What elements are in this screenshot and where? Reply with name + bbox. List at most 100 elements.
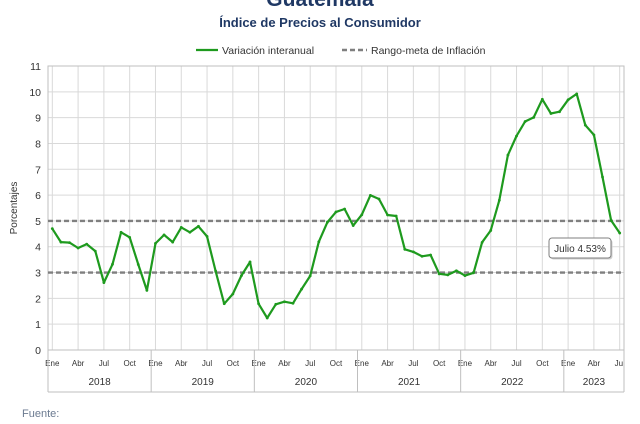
data-point — [171, 240, 175, 244]
data-point — [446, 273, 450, 277]
data-point — [102, 281, 106, 285]
data-point — [50, 227, 54, 231]
y-tick-label: 2 — [35, 293, 41, 305]
y-tick-label: 1 — [35, 319, 41, 331]
x-month-tick-label: Ene — [252, 359, 267, 368]
data-point — [583, 123, 587, 127]
data-point — [154, 241, 157, 245]
data-point — [283, 300, 286, 304]
y-tick-label: 3 — [35, 268, 41, 280]
plot-frame — [47, 65, 625, 351]
x-month-tick-label: Abr — [72, 359, 85, 368]
data-point — [411, 250, 415, 254]
x-month-tick-label: Abr — [588, 359, 601, 368]
data-point — [549, 112, 553, 115]
data-point — [592, 133, 596, 137]
data-point — [497, 198, 501, 202]
data-point — [437, 272, 441, 276]
data-point — [523, 120, 527, 123]
data-point — [76, 246, 80, 250]
data-point — [265, 316, 269, 320]
x-month-tick-label: Jul — [615, 359, 625, 368]
data-point — [515, 134, 518, 138]
data-point — [291, 301, 295, 305]
data-point — [429, 253, 432, 257]
legend[interactable]: Variación interanual Rango-meta de Inflac… — [196, 45, 486, 57]
x-month-tick-label: Oct — [433, 359, 446, 368]
x-month-tick-label: Oct — [123, 359, 136, 368]
annotation: Julio 4.53% — [548, 237, 613, 260]
annotation-box — [548, 237, 612, 259]
x-year-label: 2022 — [501, 377, 524, 388]
data-point — [480, 240, 484, 244]
data-point — [472, 271, 475, 275]
x-year-label: 2023 — [583, 377, 606, 388]
y-tick-label: 9 — [35, 113, 41, 125]
data-point — [420, 254, 424, 258]
y-tick-label: 7 — [35, 164, 41, 176]
data-point — [489, 229, 493, 232]
x-year-label: 2020 — [295, 377, 318, 388]
data-point — [197, 224, 200, 228]
data-point — [274, 302, 278, 306]
y-tick-label: 4 — [35, 242, 41, 254]
x-month-tick-label: Jul — [408, 359, 418, 368]
legend-item-variacion-interanual[interactable]: Variación interanual — [196, 45, 314, 57]
y-tick-label: 11 — [30, 61, 41, 73]
data-point — [59, 240, 63, 244]
y-tick-label: 10 — [29, 87, 41, 99]
x-year-label: 2019 — [192, 377, 215, 388]
data-point — [558, 110, 561, 114]
data-point — [188, 230, 192, 234]
data-point — [368, 193, 372, 197]
data-point — [334, 210, 338, 214]
x-month-tick-label: Oct — [330, 359, 343, 368]
x-month-tick-label: Ene — [561, 359, 576, 368]
axes: 0 1 2 3 4 5 6 7 8 9 10 11 Ene Abr Jul Oct Ene Abr Jul Oct En… — [9, 61, 625, 393]
data-point — [463, 274, 467, 278]
x-month-tick-label: Ene — [148, 359, 163, 368]
data-point — [145, 288, 149, 292]
annotation-text: Julio 4.53% — [554, 244, 606, 255]
x-month-tick-label: Ene — [458, 359, 473, 368]
x-month-tick-label: Jul — [511, 359, 521, 368]
data-point — [240, 274, 243, 278]
source-note: Fuente: — [22, 408, 60, 420]
data-point — [231, 292, 235, 296]
data-point — [566, 98, 570, 102]
x-month-tick-label: Ene — [355, 359, 370, 368]
x-month-tick-label: Oct — [227, 359, 240, 368]
chart-subtitle: Índice de Precios al Consumidor — [219, 15, 421, 30]
data-point — [317, 240, 321, 244]
target-range — [48, 219, 624, 274]
y-tick-label: 5 — [35, 216, 41, 228]
data-point — [214, 269, 218, 273]
x-month-tick-label: Ene — [45, 359, 60, 368]
data-point — [308, 274, 312, 278]
data-point — [68, 241, 71, 244]
data-point — [540, 97, 544, 101]
y-tick-label: 8 — [35, 138, 41, 150]
y-tick-label: 6 — [35, 190, 41, 202]
data-point — [343, 207, 346, 211]
data-point — [601, 175, 604, 179]
x-month-tick-label: Jul — [305, 359, 315, 368]
data-point — [326, 220, 329, 224]
x-year-label: 2021 — [398, 377, 421, 388]
legend-label: Variación interanual — [222, 45, 314, 57]
legend-label: Rango-meta de Inflación — [371, 45, 486, 57]
y-tick-label: 0 — [35, 345, 41, 357]
data-point — [377, 197, 381, 201]
data-point — [128, 236, 132, 239]
legend-item-rango-meta[interactable]: Rango-meta de Inflación — [342, 45, 486, 57]
x-month-tick-label: Abr — [175, 359, 188, 368]
x-year-label: 2018 — [88, 377, 111, 388]
x-month-tick-label: Abr — [485, 359, 498, 368]
data-point — [351, 224, 355, 227]
data-point — [85, 242, 89, 246]
series-layer — [50, 92, 622, 320]
data-point — [205, 235, 209, 238]
x-month-tick-label: Jul — [99, 359, 109, 368]
x-month-tick-label: Abr — [278, 359, 291, 368]
